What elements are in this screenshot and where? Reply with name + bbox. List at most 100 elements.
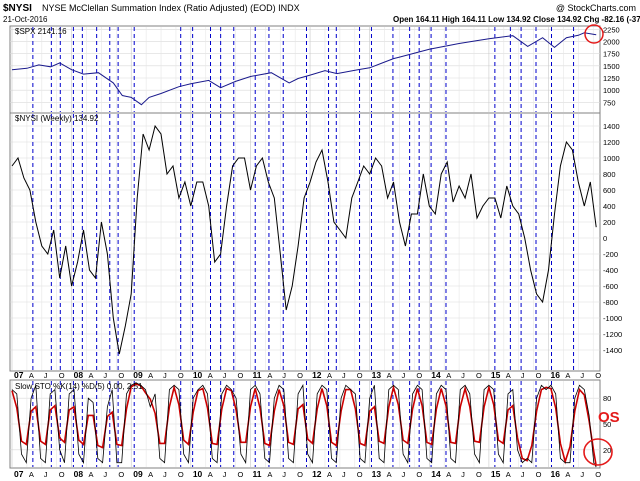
x-tick-label: 12: [312, 469, 322, 479]
x-tick-label: A: [267, 371, 272, 380]
x-tick-label: J: [461, 470, 465, 479]
price-legend: $SPX 2141.16: [15, 27, 67, 36]
x-tick-label: A: [148, 470, 153, 479]
symbol-label: $NYSI: [3, 3, 32, 14]
x-tick-label: 16: [551, 469, 561, 479]
price-panel-frame: [9, 25, 601, 114]
x-tick-label: J: [521, 371, 525, 380]
x-tick-label: J: [163, 371, 167, 380]
price-grid: [10, 27, 600, 112]
summation-panel: -1400 -1200 -1000 -800 -600 -400 -200 0 200 400 60…: [9, 112, 622, 372]
stochastic-d-line: [11, 383, 597, 467]
stochastic-vertical-markers: [32, 381, 575, 467]
stochastic-legend: Slow STO %K(14) %D(5) 0.00, 2.51: [15, 382, 143, 391]
x-tick-label: O: [536, 371, 542, 380]
y-tick-label: 1500: [603, 62, 620, 71]
y-tick-label: 400: [603, 202, 616, 211]
x-tick-label: J: [282, 470, 286, 479]
x-tick-label: A: [387, 371, 392, 380]
x-tick-label: O: [118, 371, 124, 380]
x-tick-label: 16: [551, 370, 561, 380]
y-tick-label: 1000: [603, 154, 620, 163]
x-tick-label: O: [416, 371, 422, 380]
x-tick-label: A: [327, 371, 332, 380]
y-tick-label: 750: [603, 98, 616, 107]
x-tick-label: 10: [193, 469, 203, 479]
x-tick-label: J: [282, 371, 286, 380]
x-tick-label: 08: [74, 370, 84, 380]
x-tick-label: O: [178, 371, 184, 380]
x-tick-label: A: [29, 470, 34, 479]
x-tick-label: 09: [133, 469, 143, 479]
x-tick-label: O: [297, 470, 303, 479]
x-tick-label: O: [178, 470, 184, 479]
x-tick-label: O: [476, 371, 482, 380]
chart-title: NYSE McClellan Summation Index (Ratio Ad…: [42, 3, 300, 13]
x-tick-label: J: [103, 371, 107, 380]
x-tick-label: 11: [252, 370, 261, 380]
x-tick-label: J: [103, 470, 107, 479]
x-tick-label: 09: [133, 370, 143, 380]
x-tick-label: J: [580, 470, 584, 479]
x-tick-label: O: [476, 470, 482, 479]
os-annotation: OS: [598, 409, 620, 426]
x-tick-label: 10: [193, 370, 203, 380]
x-tick-label: A: [208, 371, 213, 380]
summation-grid: [10, 114, 600, 370]
x-axis-mid-labels: 07 A J O 08 A J O 09 A J O 10 A J O 11 A J O 12 A J O 13 A J O 14 A J O…: [14, 370, 601, 380]
x-tick-label: O: [357, 470, 363, 479]
x-axis-bottom: 07 A J O 08 A J O 09 A J O 10 A J O 11 A J O 12 A J O 13 A J O 14 A J O…: [14, 469, 601, 479]
x-tick-label: 15: [491, 469, 501, 479]
oversold-highlight-circle: [583, 438, 613, 466]
x-tick-label: A: [208, 470, 213, 479]
summation-legend: $NYSI (Weekly) 134.92: [15, 114, 99, 123]
y-tick-label: 200: [603, 218, 616, 227]
x-tick-label: 07: [14, 370, 24, 380]
x-tick-label: 12: [312, 370, 322, 380]
y-tick-label: -1000: [603, 314, 622, 323]
x-tick-label: O: [416, 470, 422, 479]
x-tick-label: J: [44, 470, 48, 479]
price-vertical-markers: [32, 27, 575, 112]
y-tick-label: -800: [603, 298, 618, 307]
y-tick-label: 2250: [603, 25, 620, 34]
y-tick-label: 1400: [603, 122, 620, 131]
x-tick-label: J: [580, 371, 584, 380]
price-panel: 750 1000 1250 1500 1750 2000 2250 $SPX 2141.16: [9, 24, 620, 114]
x-tick-label: J: [342, 371, 346, 380]
price-series-line: [11, 32, 597, 106]
x-tick-label: O: [595, 371, 601, 380]
x-axis-mid: 07 A J O 08 A J O 09 A J O 10 A J O 11 A J O 12 A J O 13 A J O 14 A J O…: [14, 370, 601, 380]
x-tick-label: O: [297, 371, 303, 380]
x-tick-label: J: [223, 470, 227, 479]
x-tick-label: O: [59, 371, 65, 380]
x-tick-label: A: [29, 371, 34, 380]
price-y-ticks: 750 1000 1250 1500 1750 2000 2250: [603, 25, 620, 107]
y-tick-label: 0: [603, 234, 607, 243]
x-tick-label: A: [506, 470, 511, 479]
x-tick-label: A: [506, 371, 511, 380]
x-tick-label: 07: [14, 469, 24, 479]
x-tick-label: A: [446, 371, 451, 380]
x-tick-label: A: [327, 470, 332, 479]
x-tick-label: 13: [372, 370, 382, 380]
x-tick-label: J: [401, 470, 405, 479]
y-tick-label: 1000: [603, 86, 620, 95]
summation-vertical-markers: [32, 114, 575, 370]
x-tick-label: O: [357, 371, 363, 380]
y-tick-label: 2000: [603, 38, 620, 47]
x-tick-label: A: [565, 371, 570, 380]
y-tick-label: -1400: [603, 346, 622, 355]
x-tick-label: J: [461, 371, 465, 380]
summation-y-ticks: -1400 -1200 -1000 -800 -600 -400 -200 0 200 400 60…: [603, 122, 622, 355]
x-tick-label: A: [446, 470, 451, 479]
x-tick-label: 08: [74, 469, 84, 479]
y-tick-label: -400: [603, 266, 618, 275]
x-tick-label: J: [521, 470, 525, 479]
y-tick-label: 20: [603, 446, 611, 455]
x-tick-label: A: [565, 470, 570, 479]
stochastic-k-line: [11, 382, 597, 468]
x-tick-label: O: [118, 470, 124, 479]
x-tick-label: 13: [372, 469, 382, 479]
